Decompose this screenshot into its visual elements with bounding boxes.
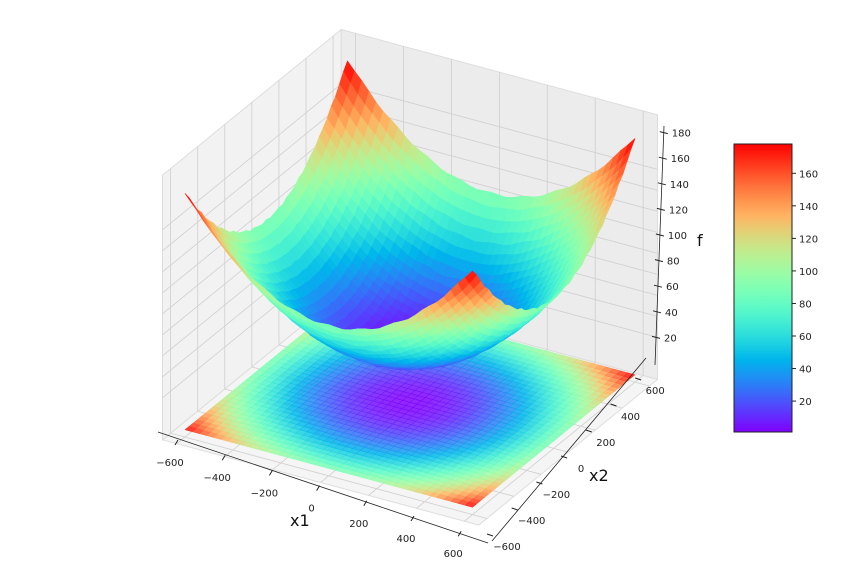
x2-axis-line	[491, 357, 647, 542]
f-tick-label: 180	[672, 129, 691, 140]
x2-tick-label: −600	[493, 542, 520, 553]
x2-tick-label: 0	[578, 464, 584, 475]
x1-tick-mark	[363, 500, 368, 507]
x1-tick-mark	[457, 530, 462, 537]
x1-axis-line	[157, 431, 489, 544]
colorbar-tick-label: 40	[799, 365, 812, 376]
f-tick-mark	[653, 284, 663, 288]
gridline	[170, 168, 488, 519]
x1-tick-label: 600	[444, 549, 463, 560]
f-tick-mark	[657, 182, 666, 186]
x2-tick-label: 400	[621, 412, 640, 423]
x2-tick-label: 600	[646, 386, 665, 397]
f-tick-label: 100	[668, 231, 687, 242]
f-tick-label: 120	[669, 205, 688, 216]
f-tick-label: 160	[671, 154, 690, 165]
x2-tick-label: 200	[596, 438, 615, 449]
x1-tick-mark	[221, 454, 226, 461]
x1-tick-label: 400	[396, 534, 415, 545]
surface-mesh	[184, 60, 636, 371]
x1-tick-label: −200	[251, 488, 278, 499]
x1-axis-label: x1	[290, 511, 310, 530]
x1-tick-mark	[174, 439, 179, 446]
colorbar-gradient	[733, 143, 793, 433]
f-tick-label: 20	[664, 333, 677, 344]
x2-tick-mark	[610, 403, 617, 407]
x1-tick-label: 200	[349, 519, 368, 530]
f-tick-label: 60	[666, 282, 679, 293]
x2-tick-mark	[536, 481, 543, 485]
f-tick-label: 140	[670, 180, 689, 191]
colorbar-tick-label: 100	[799, 267, 818, 278]
x2-tick-mark	[585, 429, 592, 433]
surface-patch	[464, 270, 477, 284]
x2-tick-mark	[635, 377, 642, 381]
colorbar: 20 40 60 80 100 120 140 160	[733, 143, 818, 433]
x2-axis-label: x2	[589, 466, 609, 485]
colorbar-tick-label: 140	[799, 202, 818, 213]
colorbar-tick-label: 20	[799, 397, 812, 408]
f-tick-mark	[659, 131, 668, 135]
colorbar-tick-label: 80	[799, 299, 812, 310]
x1-tick-label: −400	[203, 473, 230, 484]
x2-tick-label: −200	[543, 490, 570, 501]
f-tick-mark	[658, 156, 667, 160]
f-axis-label: f	[697, 231, 703, 250]
x1-tick-mark	[316, 485, 321, 491]
colorbar-tick-label: 120	[799, 234, 818, 245]
colorbar-tick-label: 60	[799, 332, 812, 343]
x1-tick-label: 0	[308, 504, 314, 515]
f-tick-mark	[655, 233, 665, 237]
x2-tick-mark	[511, 507, 518, 511]
gridline	[464, 110, 644, 522]
x2-tick-mark	[560, 455, 568, 459]
colorbar-tick-label: 160	[799, 169, 818, 180]
x1-tick-mark	[410, 515, 415, 522]
f-tick-mark	[656, 207, 665, 211]
f-tick-label: 80	[667, 257, 680, 268]
x1-tick-label: −600	[156, 458, 183, 469]
axes: −600 −400 −200 0 200 400 600 −600 −400 −200 0 200 40…	[156, 125, 691, 560]
f-tick-mark	[654, 259, 664, 263]
x2-tick-mark	[486, 533, 494, 537]
x1-tick-mark	[268, 470, 273, 476]
x2-tick-label: −400	[518, 516, 545, 527]
f-tick-label: 40	[665, 308, 678, 319]
f-axis-line	[654, 125, 665, 366]
f-tick-mark	[651, 335, 661, 339]
f-tick-mark	[652, 310, 662, 314]
